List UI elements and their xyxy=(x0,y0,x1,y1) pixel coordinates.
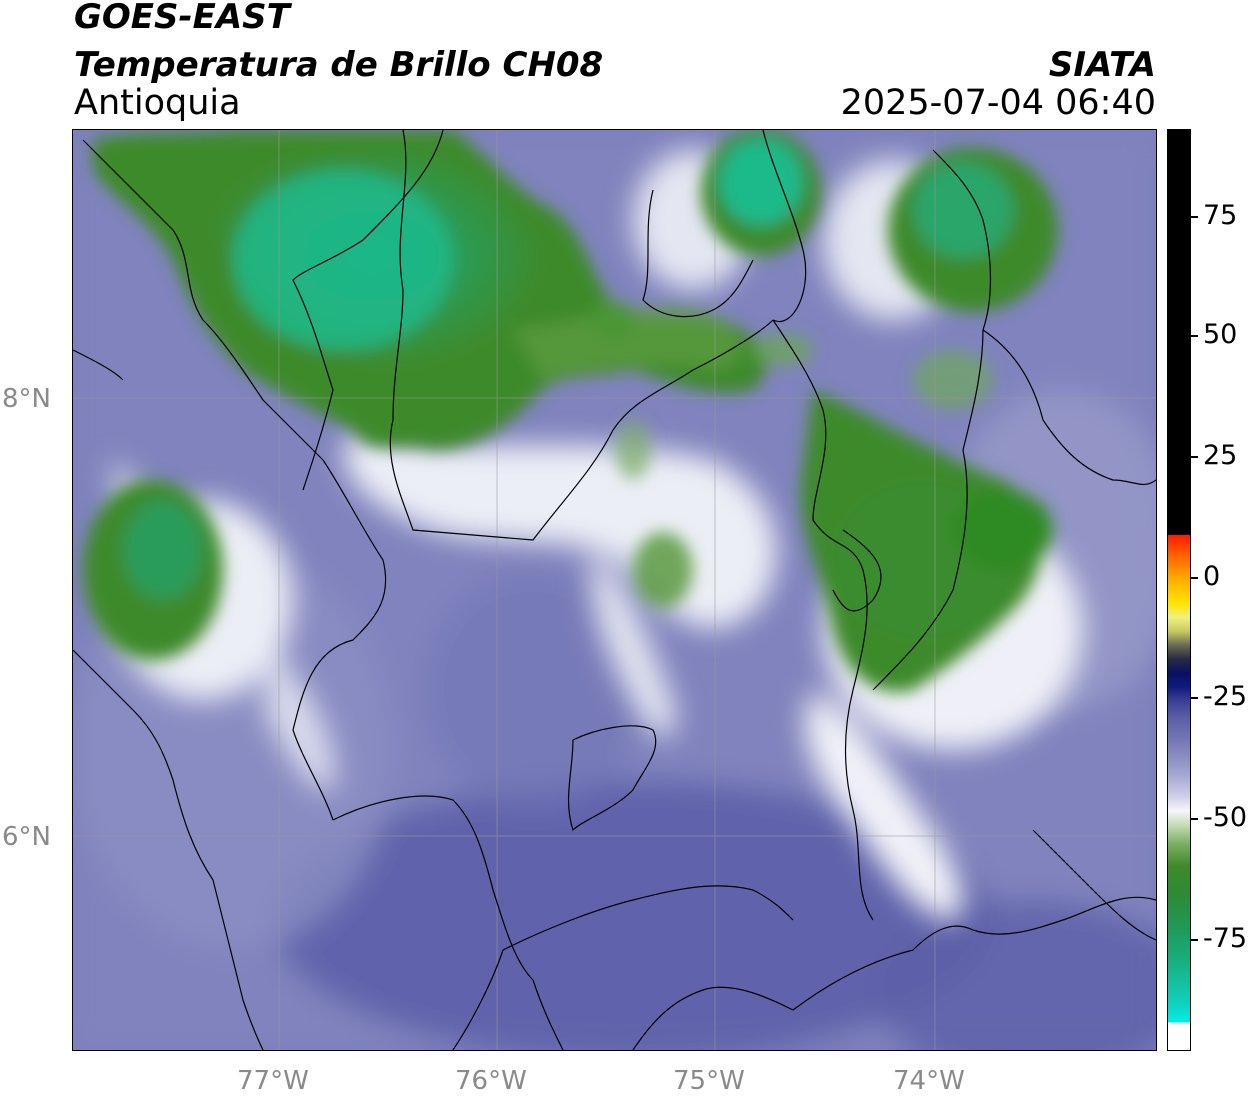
lon-tick-76w: 76°W xyxy=(455,1066,527,1096)
title-satellite: GOES-EAST xyxy=(74,0,290,37)
brightness-temperature-map xyxy=(72,129,1157,1051)
title-product: Temperatura de Brillo CH08 xyxy=(74,45,604,85)
colorbar-label-50: 50 xyxy=(1203,319,1238,350)
cold-cloud-tops xyxy=(83,130,1058,692)
colorbar-tick-neg50 xyxy=(1190,818,1198,820)
colorbar-label-neg50: -50 xyxy=(1203,802,1248,833)
colorbar-tick-0 xyxy=(1190,577,1198,579)
colorbar-label-0: 0 xyxy=(1203,561,1221,592)
boundaries xyxy=(73,130,1156,1050)
lon-tick-75w: 75°W xyxy=(673,1066,745,1096)
title-region: Antioquia xyxy=(74,83,241,123)
colorbar-tick-50 xyxy=(1190,335,1198,337)
org-label: SIATA xyxy=(1048,45,1156,85)
colorbar-tick-neg75 xyxy=(1190,939,1198,941)
map-svg xyxy=(73,130,1156,1050)
colorbar-label-neg25: -25 xyxy=(1203,681,1248,712)
datetime-label: 2025-07-04 06:40 xyxy=(840,83,1156,123)
colorbar-label-neg75: -75 xyxy=(1203,923,1248,954)
lat-tick-8n: 8°N xyxy=(2,384,51,414)
colorbar-tick-neg25 xyxy=(1190,697,1198,699)
lon-tick-74w: 74°W xyxy=(893,1066,965,1096)
colorbar-tick-75 xyxy=(1190,216,1198,218)
lon-tick-77w: 77°W xyxy=(237,1066,309,1096)
colorbar-tick-25 xyxy=(1190,456,1198,458)
colorbar-label-75: 75 xyxy=(1203,200,1238,231)
colorbar-label-25: 25 xyxy=(1203,440,1238,471)
lat-tick-6n: 6°N xyxy=(2,822,51,852)
colorbar xyxy=(1167,129,1191,1051)
